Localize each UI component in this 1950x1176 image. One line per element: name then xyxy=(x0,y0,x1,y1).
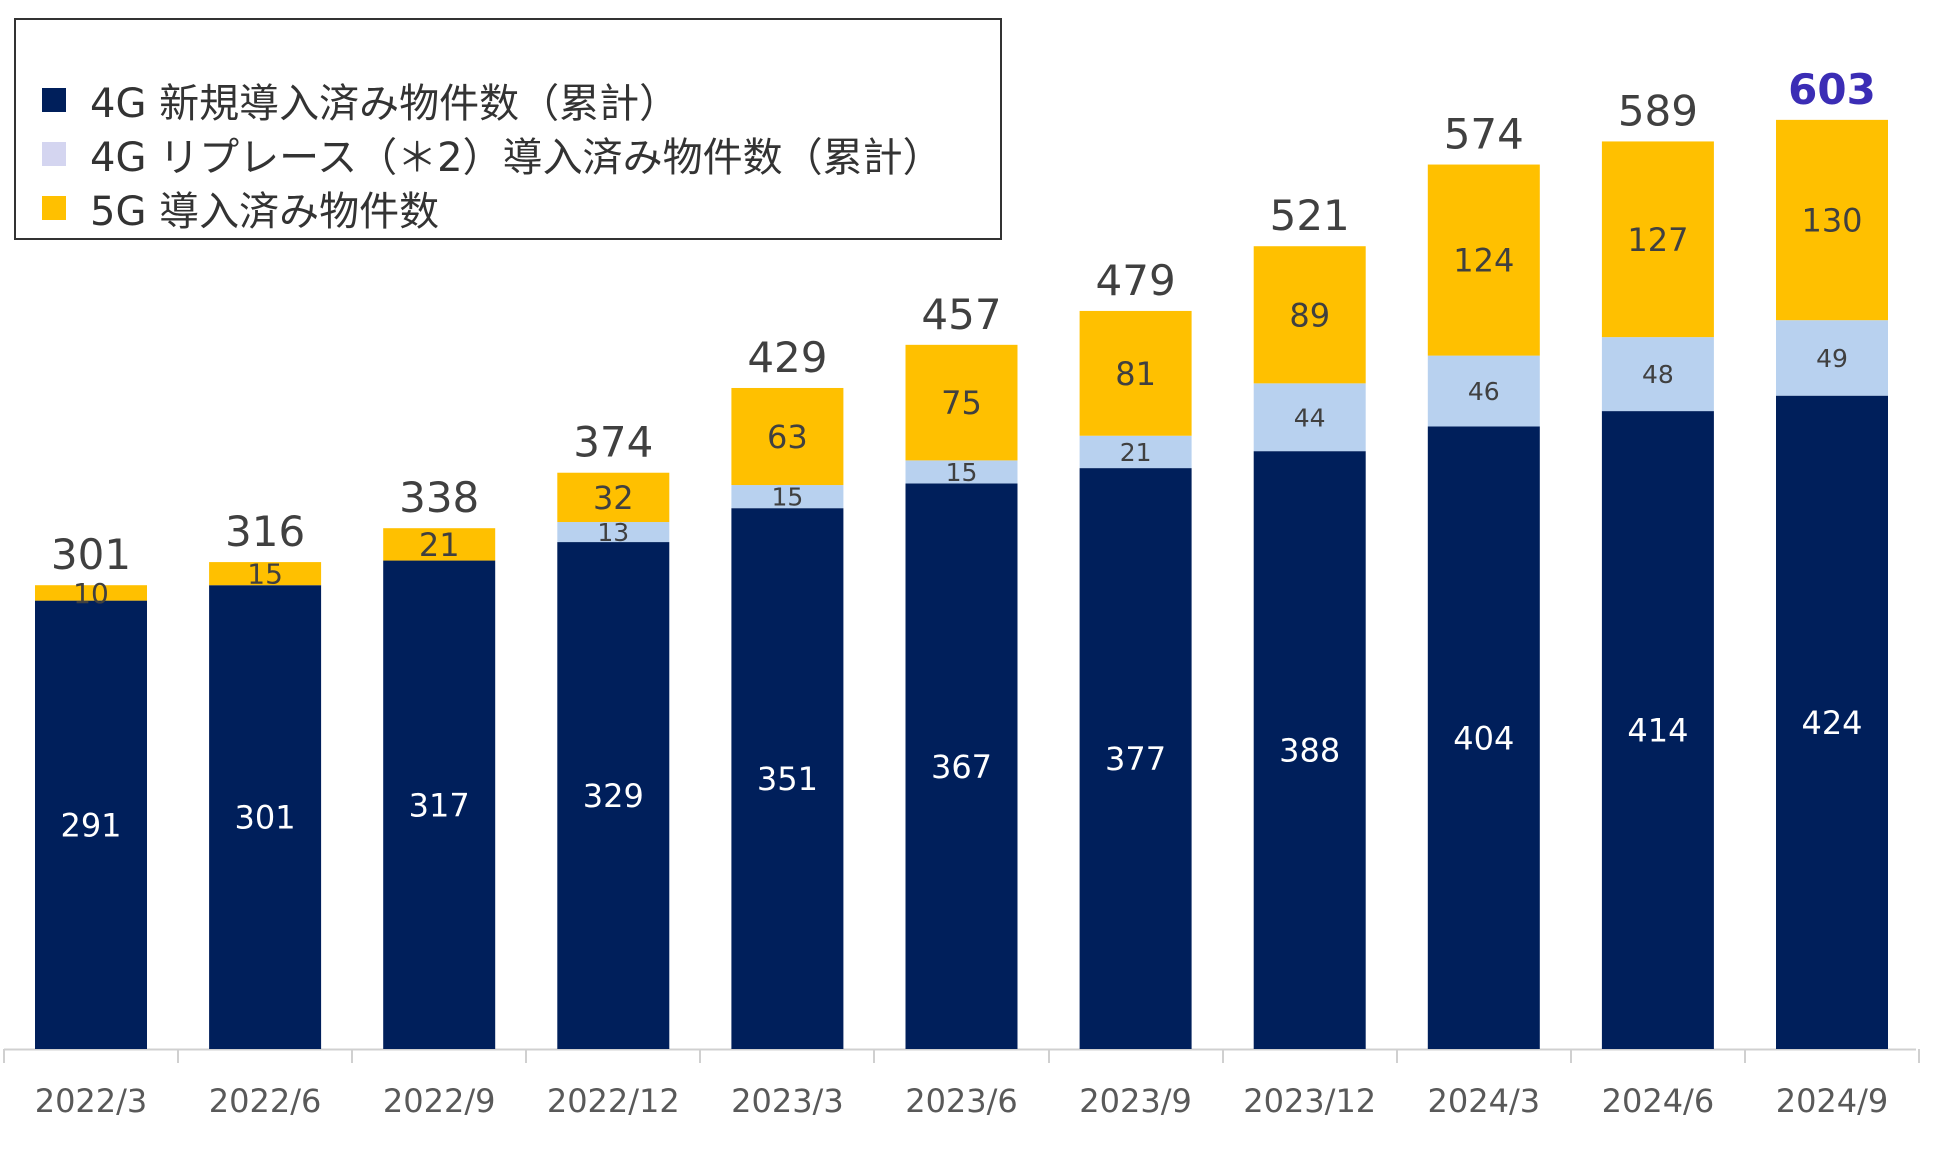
data-label-4g-new: 424 xyxy=(1801,704,1862,742)
data-label-5g: 63 xyxy=(767,418,808,456)
chart-legend: 4G 新規導入済み物件数（累計） 4G リプレース（＊2）導入済み物件数（累計）… xyxy=(14,18,1002,240)
total-label: 316 xyxy=(225,507,305,556)
bar-segment-4g-new xyxy=(1776,395,1888,1049)
data-label-4g-replace: 49 xyxy=(1816,344,1848,373)
data-label-5g: 127 xyxy=(1627,221,1688,259)
data-label-4g-new: 388 xyxy=(1279,732,1340,770)
x-tick-label: 2022/12 xyxy=(547,1082,680,1120)
x-tick-label: 2023/9 xyxy=(1079,1082,1192,1120)
bar-segment-4g-replace xyxy=(1776,320,1888,396)
bar-segment-5g xyxy=(1427,164,1540,356)
data-label-5g: 10 xyxy=(73,577,109,610)
data-label-4g-replace: 46 xyxy=(1468,377,1500,406)
x-tick-label: 2024/9 xyxy=(1776,1082,1889,1120)
data-label-4g-new: 317 xyxy=(409,786,470,824)
data-label-4g-new: 301 xyxy=(235,799,296,837)
x-tick-label: 2023/6 xyxy=(905,1082,1018,1120)
total-label: 338 xyxy=(399,473,479,522)
total-label-highlight: 603 xyxy=(1788,65,1876,114)
bar-segment-5g xyxy=(731,387,844,486)
data-label-4g-new: 291 xyxy=(60,806,121,844)
legend-swatch-5g xyxy=(42,196,66,220)
legend-label-4g-replace: 4G リプレース（＊2）導入済み物件数（累計） xyxy=(90,135,943,181)
total-label: 589 xyxy=(1618,86,1698,135)
data-label-4g-new: 329 xyxy=(583,777,644,815)
data-label-4g-new: 351 xyxy=(757,760,818,798)
bar-segment-4g-new xyxy=(1253,451,1366,1049)
bar-segment-4g-new xyxy=(731,508,844,1050)
x-tick-label: 2022/3 xyxy=(35,1082,148,1120)
data-label-5g: 75 xyxy=(941,384,982,422)
total-label: 521 xyxy=(1270,191,1350,240)
legend-label-4g-new: 4G 新規導入済み物件数（累計） xyxy=(90,81,680,127)
bar-segment-5g xyxy=(209,562,322,586)
data-label-4g-replace: 48 xyxy=(1642,360,1674,389)
bar-segment-5g xyxy=(1253,246,1366,384)
data-label-5g: 130 xyxy=(1801,202,1862,240)
bar-segment-4g-new xyxy=(557,542,670,1049)
bar-segment-4g-new xyxy=(35,600,147,1049)
legend-swatch-4g-new xyxy=(42,88,66,112)
legend-item-5g: 5G 導入済み物件数 xyxy=(42,182,440,235)
bar-segment-4g-replace xyxy=(905,460,1018,484)
x-tick-label: 2022/9 xyxy=(383,1082,496,1120)
bar-segment-5g xyxy=(383,528,496,561)
bar-segment-4g-new xyxy=(1601,411,1714,1049)
bar-segment-4g-replace xyxy=(1427,355,1540,427)
x-tick-label: 2023/3 xyxy=(731,1082,844,1120)
legend-item-4g-replace: 4G リプレース（＊2）導入済み物件数（累計） xyxy=(42,128,943,181)
x-tick-label: 2024/3 xyxy=(1428,1082,1541,1120)
bar-segment-4g-new xyxy=(905,483,1018,1049)
bar-segment-4g-replace xyxy=(1601,337,1714,412)
bar-segment-4g-replace xyxy=(1253,383,1366,452)
x-tick-label: 2024/6 xyxy=(1602,1082,1715,1120)
bar-segment-5g xyxy=(905,344,1018,461)
bar-segment-5g xyxy=(1601,141,1714,338)
data-label-5g: 124 xyxy=(1453,242,1514,280)
bar-segment-5g xyxy=(557,472,670,523)
bar-segment-5g xyxy=(1079,310,1192,436)
data-label-5g: 89 xyxy=(1289,296,1330,334)
total-label: 301 xyxy=(51,530,131,579)
bar-segment-4g-replace xyxy=(557,522,670,543)
bar-segment-4g-new xyxy=(383,560,496,1049)
data-label-4g-replace: 44 xyxy=(1294,403,1326,432)
data-label-4g-replace: 15 xyxy=(946,458,978,487)
data-label-5g: 21 xyxy=(419,526,460,564)
bar-segment-5g xyxy=(1776,119,1888,321)
total-label: 457 xyxy=(921,290,1001,339)
x-tick-label: 2022/6 xyxy=(209,1082,322,1120)
data-label-4g-replace: 21 xyxy=(1120,438,1152,467)
total-label: 374 xyxy=(573,418,653,467)
x-tick-label: 2023/12 xyxy=(1243,1082,1376,1120)
data-label-4g-new: 377 xyxy=(1105,740,1166,778)
bar-segment-4g-new xyxy=(1079,468,1192,1049)
data-label-5g: 32 xyxy=(593,479,634,517)
legend-label-5g: 5G 導入済み物件数 xyxy=(90,189,440,235)
data-label-5g: 81 xyxy=(1115,355,1156,393)
data-label-4g-new: 414 xyxy=(1627,712,1688,750)
bar-segment-4g-replace xyxy=(731,485,844,509)
total-label: 479 xyxy=(1096,256,1176,305)
legend-item-4g-new: 4G 新規導入済み物件数（累計） xyxy=(42,74,680,127)
bar-segment-4g-replace xyxy=(1079,435,1192,469)
total-label: 574 xyxy=(1444,110,1524,159)
bar-segment-5g xyxy=(35,585,147,601)
data-label-4g-replace: 15 xyxy=(771,483,803,512)
data-label-4g-replace: 13 xyxy=(597,518,629,547)
data-label-4g-new: 367 xyxy=(931,748,992,786)
data-label-4g-new: 404 xyxy=(1453,719,1514,757)
bar-segment-4g-new xyxy=(209,585,322,1049)
total-label: 429 xyxy=(747,333,827,382)
bar-segment-4g-new xyxy=(1427,426,1540,1050)
data-label-5g: 15 xyxy=(247,558,283,591)
legend-swatch-4g-replace xyxy=(42,142,66,166)
